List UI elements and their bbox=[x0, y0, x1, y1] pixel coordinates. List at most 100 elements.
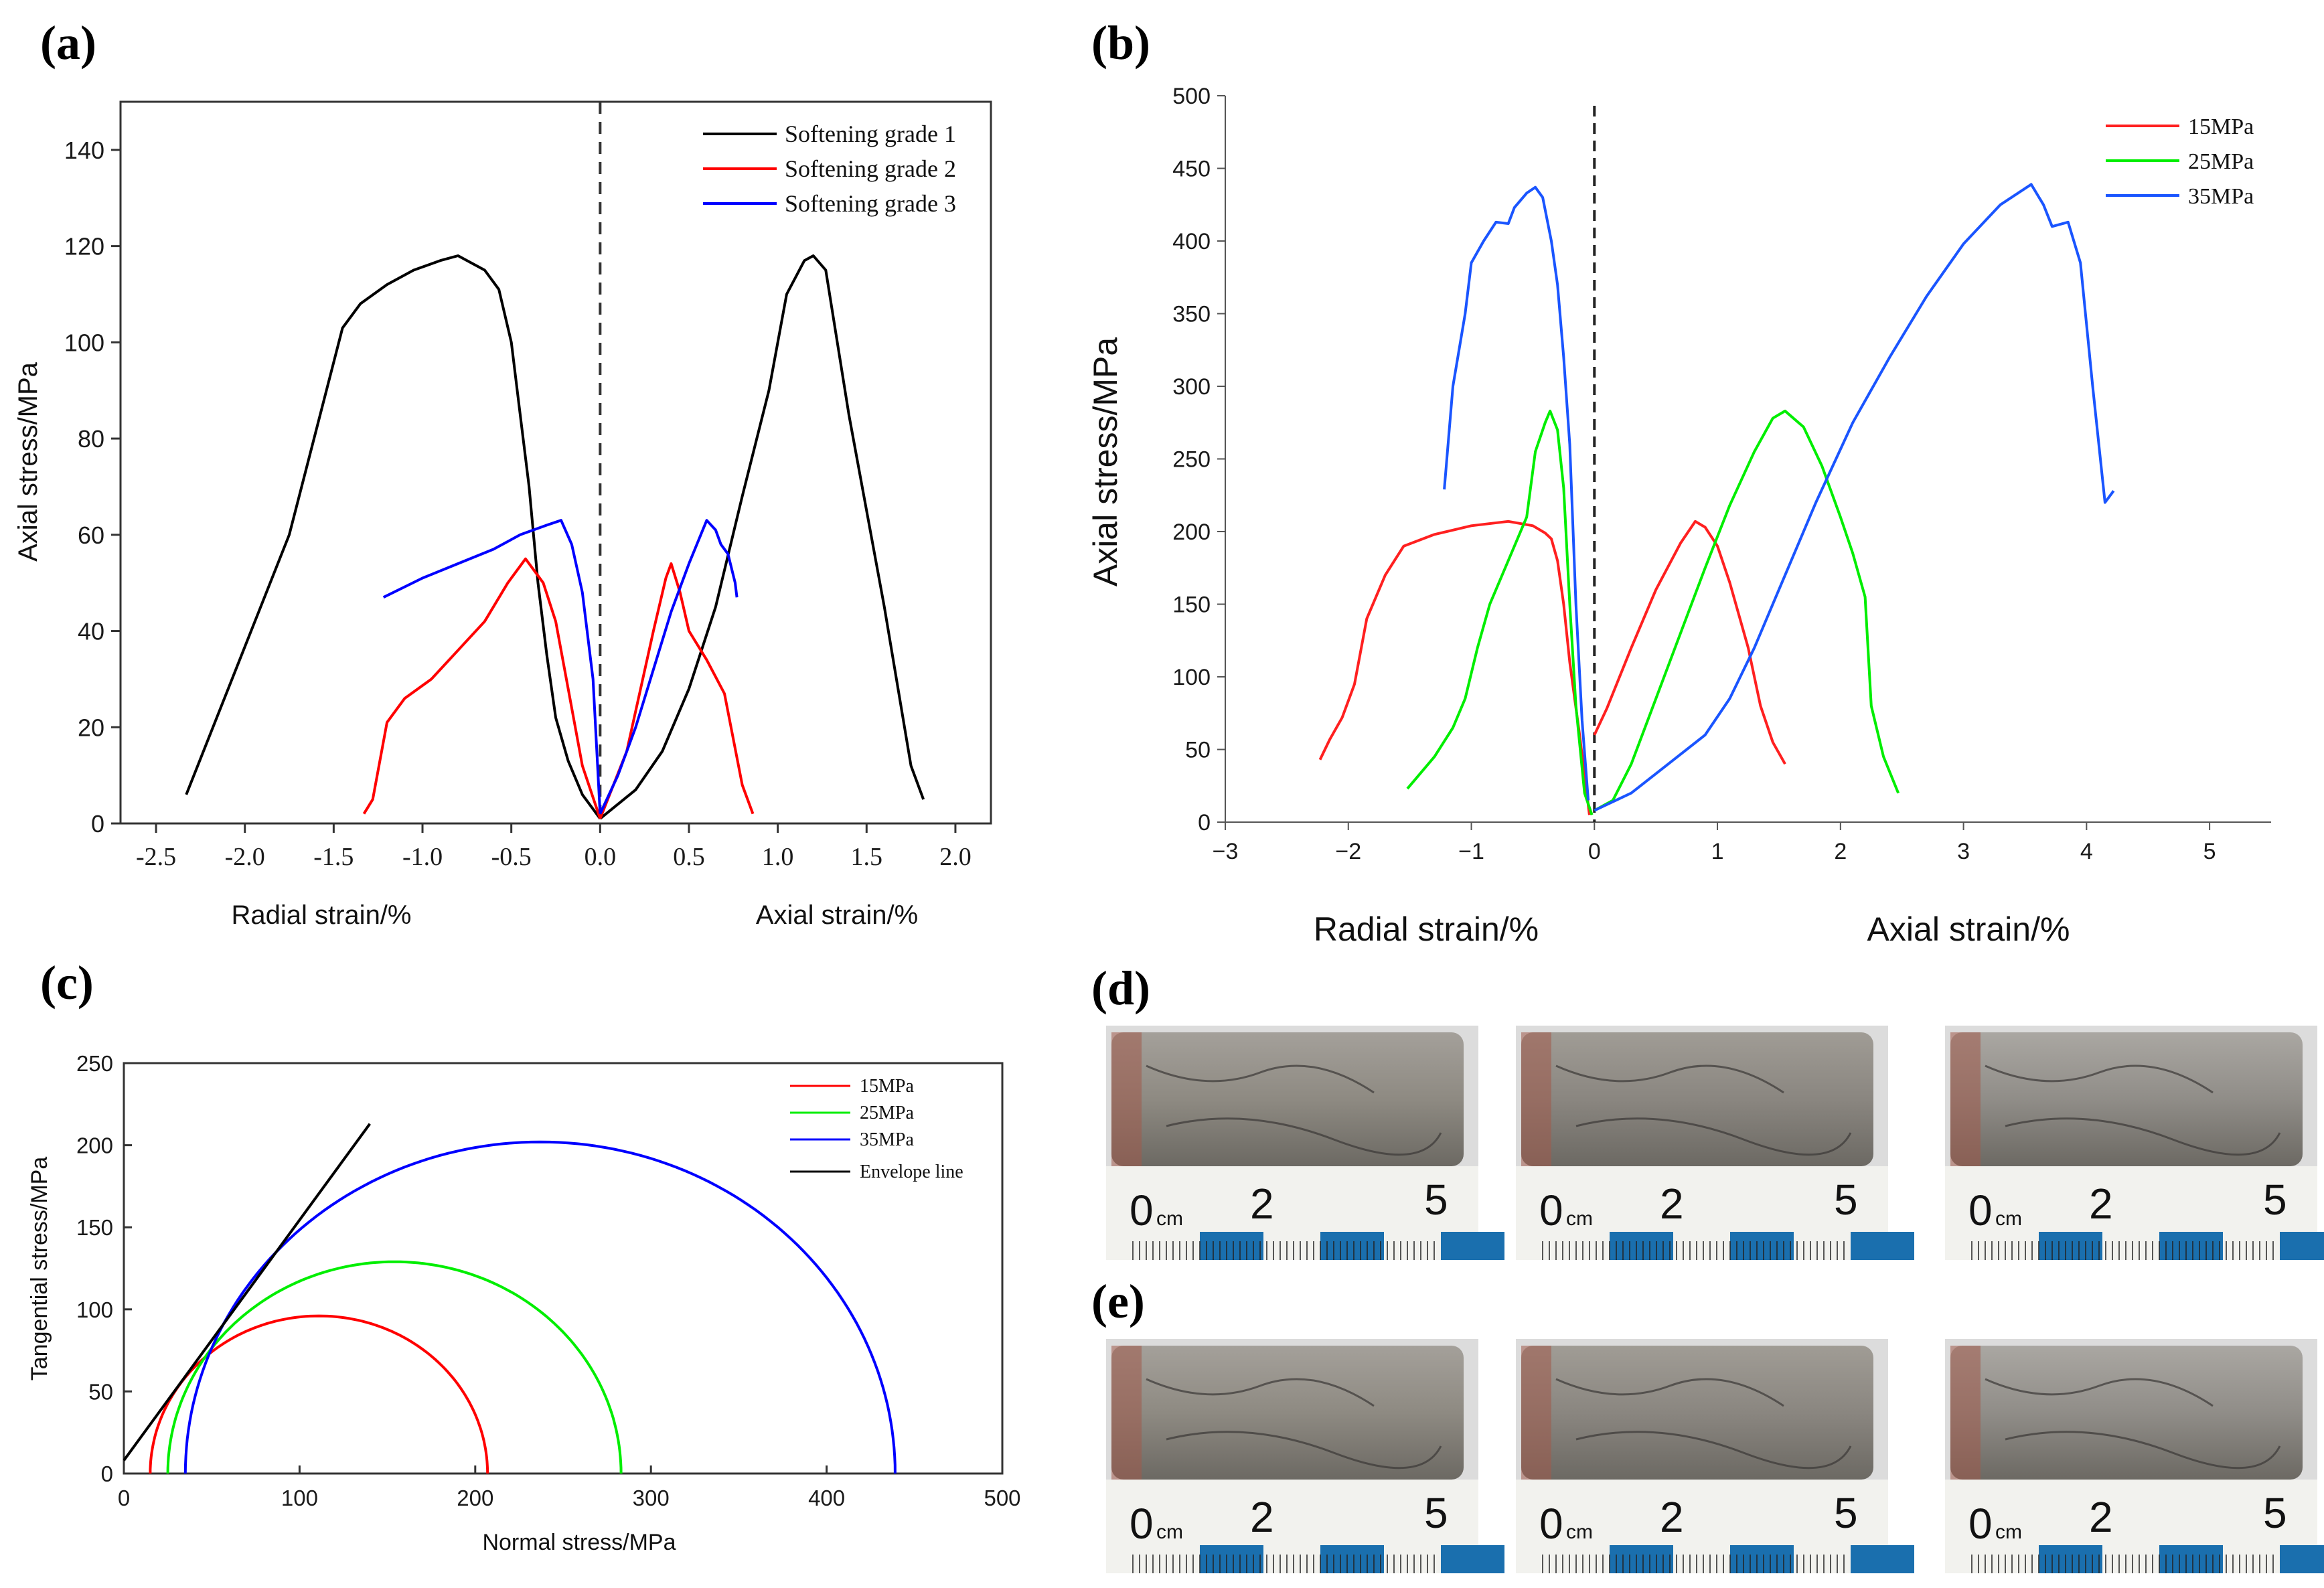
b-series-3-radial bbox=[1443, 185, 1590, 801]
ruler-blue-segment bbox=[1320, 1545, 1384, 1573]
ruler bbox=[1106, 1166, 1478, 1260]
b-ytick-label: 100 bbox=[1172, 665, 1211, 690]
b-series-2-radial bbox=[1406, 409, 1594, 815]
b-xtick-label: 0 bbox=[1588, 839, 1601, 864]
chart-c-xlabel: Normal stress/MPa bbox=[482, 1530, 676, 1555]
b-xtick-label: 5 bbox=[2203, 839, 2216, 864]
ruler-label-cm: cm bbox=[1995, 1521, 2022, 1543]
legend-c-label-3: 35MPa bbox=[860, 1129, 914, 1150]
panel-label-c: (c) bbox=[40, 956, 94, 1010]
ruler bbox=[1106, 1480, 1478, 1573]
ruler-label-5: 5 bbox=[2263, 1176, 2287, 1224]
specimen-red-stain bbox=[1111, 1346, 1142, 1480]
b-ytick-label: 350 bbox=[1172, 302, 1211, 327]
photo-e-1: 0 cm 2 5 bbox=[1106, 1339, 1504, 1573]
c-ytick-label: 150 bbox=[76, 1215, 113, 1240]
ruler-blue-segment bbox=[1851, 1545, 1914, 1573]
chart-a-series bbox=[185, 254, 925, 820]
ruler-blue-segment bbox=[1200, 1545, 1263, 1573]
legend-a-label-3: Softening grade 3 bbox=[785, 190, 956, 217]
b-series-1-axial bbox=[1593, 520, 1786, 765]
ruler-label-5: 5 bbox=[1834, 1489, 1858, 1537]
ruler-label-2: 2 bbox=[1660, 1180, 1684, 1228]
ruler-label-2: 2 bbox=[2089, 1180, 2113, 1228]
rock-core-specimen bbox=[1950, 1346, 2303, 1480]
ruler-label-0: 0 bbox=[1968, 1186, 1993, 1235]
ruler-blue-segment bbox=[1610, 1545, 1673, 1573]
chart-b-ticks: −3 −2 −1 0 1 2 3 4 50501001502002503003504004505… bbox=[1172, 84, 2271, 864]
ruler-blue-segment bbox=[2039, 1232, 2102, 1260]
chart-a-ticks: -2.5 -2.0 -1.5 -1.0 -0.5 0.0 0.5 1.0 1.5 2.0 0 20 40… bbox=[64, 102, 972, 871]
c-xtick-label: 0 bbox=[118, 1486, 130, 1510]
ruler-label-5: 5 bbox=[2263, 1489, 2287, 1537]
chart-b-xlabel-left: Radial strain/% bbox=[1314, 910, 1539, 948]
panel-label-a: (a) bbox=[40, 16, 96, 70]
a-xtick-label: 0.5 bbox=[673, 843, 705, 871]
a-ytick-label: 20 bbox=[78, 714, 104, 741]
ruler-blue-segment bbox=[1441, 1232, 1504, 1260]
c-ytick-label: 100 bbox=[76, 1297, 113, 1322]
a-xtick-label: 1.5 bbox=[851, 843, 883, 871]
chart-c-frame bbox=[123, 1062, 1004, 1475]
c-ytick-label: 50 bbox=[88, 1379, 113, 1404]
b-xtick-label: 4 bbox=[2080, 839, 2093, 864]
ruler-blue-segment bbox=[2039, 1545, 2102, 1573]
b-ytick-label: 400 bbox=[1172, 229, 1211, 254]
c-xtick-label: 400 bbox=[808, 1486, 845, 1510]
ruler-blue-segment bbox=[1320, 1232, 1384, 1260]
c-ytick-label: 0 bbox=[101, 1461, 113, 1486]
chart-a-legend: Softening grade 1 Softening grade 2 Soft… bbox=[703, 121, 956, 217]
c-ytick-label: 200 bbox=[76, 1133, 113, 1158]
ruler-label-2: 2 bbox=[1250, 1493, 1274, 1541]
specimen-crack-lines bbox=[1146, 1064, 1442, 1156]
chart-c-ticks: 0 100 200 300 400 500 0 50 100 150 200 250 bbox=[76, 1051, 1021, 1510]
specimen-red-stain bbox=[1521, 1346, 1551, 1480]
ruler-label-0: 0 bbox=[1539, 1500, 1563, 1548]
ruler-blue-segment bbox=[2280, 1232, 2324, 1260]
chart-a-ylabel: Axial stress/MPa bbox=[13, 362, 43, 562]
chart-a: -2.5 -2.0 -1.5 -1.0 -0.5 0.0 0.5 1.0 1.5 2.0 0 20 40… bbox=[13, 100, 992, 930]
rock-core-specimen bbox=[1111, 1032, 1464, 1166]
ruler-blue-segment bbox=[1851, 1232, 1914, 1260]
rock-core-specimen bbox=[1111, 1346, 1464, 1480]
chart-b-series bbox=[1318, 183, 2115, 815]
legend-b-label-3: 35MPa bbox=[2188, 184, 2254, 209]
b-ytick-label: 500 bbox=[1172, 84, 1211, 109]
a-xtick-label: 2.0 bbox=[939, 843, 972, 871]
c-ytick-label: 250 bbox=[76, 1051, 113, 1076]
chart-a-xlabel-right: Axial strain/% bbox=[756, 900, 918, 930]
a-series-2-axial bbox=[599, 562, 755, 819]
a-series-1-radial bbox=[185, 254, 601, 819]
c-xtick-label: 100 bbox=[281, 1486, 318, 1510]
photo-e-2: 0 cm 2 5 bbox=[1516, 1339, 1914, 1573]
ruler bbox=[1516, 1166, 1888, 1260]
rock-core-specimen bbox=[1521, 1032, 1873, 1166]
ruler-label-0: 0 bbox=[1968, 1500, 1993, 1548]
b-ytick-label: 250 bbox=[1172, 447, 1211, 473]
a-ytick-label: 120 bbox=[64, 233, 104, 260]
photo-d-3: 0 cm 2 5 bbox=[1945, 1026, 2324, 1260]
b-ytick-label: 450 bbox=[1172, 157, 1211, 182]
ruler-label-cm: cm bbox=[1995, 1208, 2022, 1230]
a-xtick-label: 1.0 bbox=[762, 843, 794, 871]
b-series-1-radial bbox=[1318, 520, 1591, 815]
b-series-2-axial bbox=[1594, 409, 1900, 812]
chart-c-ylabel: Tangential stress/MPa bbox=[27, 1157, 52, 1381]
ruler-blue-segment bbox=[2159, 1232, 2223, 1260]
ruler-blue-segment bbox=[1441, 1545, 1504, 1573]
legend-c-label-2: 25MPa bbox=[860, 1103, 914, 1123]
specimen-crack-lines bbox=[1146, 1378, 1442, 1470]
legend-c-label-1: 15MPa bbox=[860, 1076, 914, 1097]
legend-a-label-1: Softening grade 1 bbox=[785, 121, 956, 147]
a-ytick-label: 60 bbox=[78, 522, 104, 549]
panel-label-d: (d) bbox=[1091, 961, 1150, 1015]
b-ytick-label: 300 bbox=[1172, 374, 1211, 400]
ruler-blue-segment bbox=[2159, 1545, 2223, 1573]
specimen-red-stain bbox=[1111, 1032, 1142, 1166]
a-ytick-label: 0 bbox=[91, 810, 104, 838]
a-ytick-label: 140 bbox=[64, 137, 104, 164]
b-xtick-label: 1 bbox=[1711, 839, 1724, 864]
b-ytick-label: 150 bbox=[1172, 592, 1211, 618]
c-mohr-circle-3 bbox=[183, 1140, 897, 1474]
ruler-label-cm: cm bbox=[1566, 1208, 1593, 1230]
